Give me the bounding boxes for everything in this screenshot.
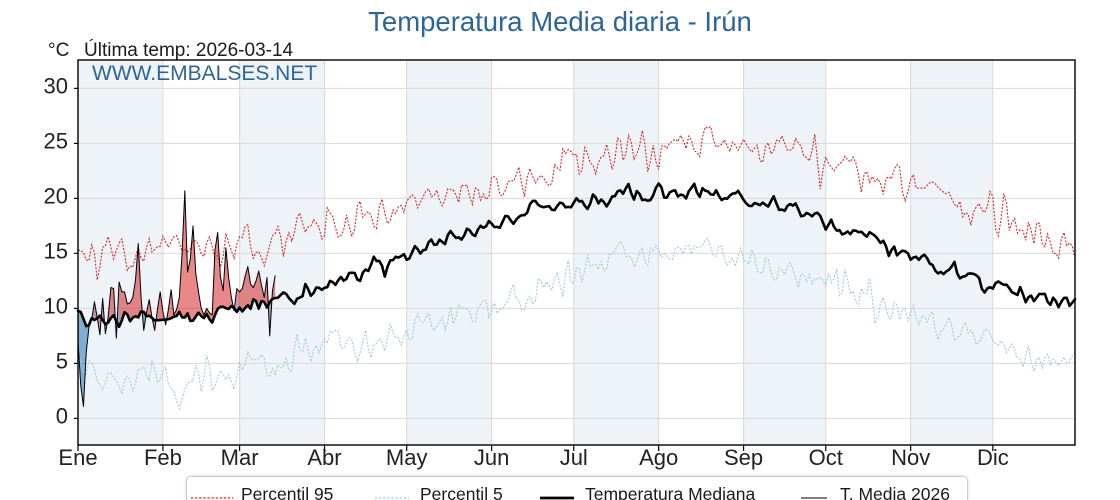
svg-text:20: 20 <box>44 183 68 208</box>
svg-text:10: 10 <box>44 293 68 318</box>
svg-text:25: 25 <box>44 128 68 153</box>
svg-text:15: 15 <box>44 238 68 263</box>
svg-text:5: 5 <box>56 348 68 373</box>
svg-text:30: 30 <box>44 73 68 98</box>
svg-text:0: 0 <box>56 403 68 428</box>
